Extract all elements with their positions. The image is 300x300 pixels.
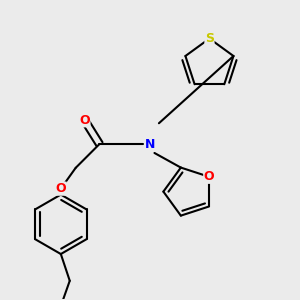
Text: O: O xyxy=(56,182,66,195)
Text: O: O xyxy=(204,170,214,183)
Text: O: O xyxy=(79,114,90,127)
Text: N: N xyxy=(145,138,155,151)
Text: S: S xyxy=(205,32,214,45)
